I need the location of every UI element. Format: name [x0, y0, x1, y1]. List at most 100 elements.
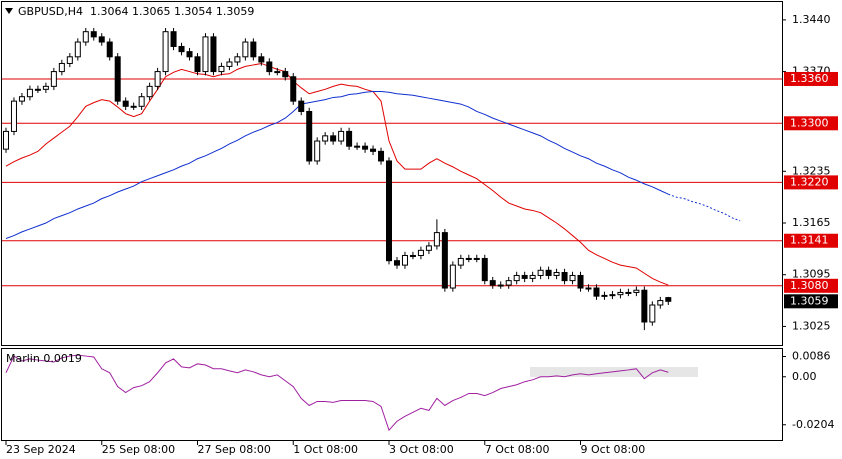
symbol-header: GBPUSD,H4 1.3064 1.3065 1.3054 1.3059 — [18, 5, 254, 18]
x-tick-label: 7 Oct 08:00 — [485, 443, 550, 456]
candle-body — [58, 62, 65, 73]
candle-body — [218, 65, 225, 73]
candle-body — [513, 274, 520, 282]
candle-body — [34, 88, 41, 91]
candle-body — [465, 257, 472, 260]
candle-body — [401, 255, 408, 266]
level-label: 1.3360 — [790, 72, 829, 85]
indicator-pane-border — [1, 348, 783, 441]
candle-body — [186, 51, 193, 58]
candle-body — [378, 150, 385, 162]
main-pane-border — [1, 1, 783, 346]
indicator-title: Marlin 0.0019 — [6, 352, 82, 365]
candle-body — [601, 294, 608, 297]
y-tick-label: 1.3235 — [792, 164, 831, 177]
candle-body — [66, 56, 73, 64]
x-tick-label: 1 Oct 08:00 — [293, 443, 358, 456]
candle-body — [569, 274, 576, 282]
indicator-line — [5, 354, 669, 432]
candle-body — [26, 88, 33, 98]
level-label: 1.3300 — [790, 116, 829, 129]
level-label-box — [784, 175, 838, 190]
candle-body — [449, 264, 456, 289]
y-tick-label: 1.3025 — [792, 319, 831, 332]
candle-body — [505, 280, 512, 286]
candle-body — [521, 274, 528, 279]
candle-body — [306, 110, 313, 162]
candle-body — [577, 274, 584, 289]
candle-body — [266, 61, 273, 73]
candle-body — [593, 287, 600, 297]
y-tick-label: 0.00 — [792, 370, 817, 383]
candle-body — [617, 291, 624, 296]
candle-body — [298, 100, 305, 112]
y-tick-label: -0.0204 — [792, 418, 834, 431]
candle-body — [537, 269, 544, 276]
candle-body — [130, 105, 137, 108]
candle-body — [42, 85, 49, 90]
candle-body — [178, 45, 185, 53]
candle-body — [210, 36, 217, 73]
last-price-box — [784, 294, 838, 309]
candle-body — [370, 148, 377, 152]
candle-body — [346, 130, 353, 147]
candle-body — [386, 160, 393, 262]
candle-body — [2, 130, 9, 150]
x-tick-label: 25 Sep 08:00 — [102, 443, 175, 456]
x-tick-label: 9 Oct 08:00 — [581, 443, 646, 456]
level-label: 1.3220 — [790, 175, 829, 188]
candle-body — [393, 260, 400, 266]
candle-body — [234, 56, 241, 63]
candle-body — [457, 257, 464, 266]
last-price-label: 1.3059 — [790, 294, 829, 307]
candle-body — [561, 272, 568, 282]
candle-body — [146, 85, 153, 98]
candle-body — [202, 36, 209, 73]
candle-body — [258, 56, 265, 63]
candle-body — [497, 284, 504, 287]
x-tick-label: 3 Oct 08:00 — [389, 443, 454, 456]
y-tick-label: 0.0086 — [792, 350, 831, 363]
candle-body — [641, 289, 648, 323]
candle-body — [665, 297, 672, 302]
candle-body — [657, 300, 664, 306]
candle-body — [250, 41, 257, 58]
candle-body — [82, 31, 89, 43]
candle-body — [489, 280, 496, 286]
candle-body — [290, 76, 297, 102]
candle-body — [553, 272, 560, 276]
candle-body — [10, 100, 17, 132]
candle-body — [609, 294, 616, 297]
candle-body — [50, 71, 57, 87]
level-label-box — [784, 71, 838, 86]
candle-body — [154, 71, 161, 87]
moving-average-projection — [668, 193, 741, 222]
y-tick-label: 1.3440 — [792, 13, 831, 26]
menu-triangle[interactable] — [5, 8, 13, 14]
candle-body — [170, 31, 177, 47]
candle-body — [409, 255, 416, 258]
candle-body — [649, 304, 656, 323]
candle-body — [481, 257, 488, 282]
candle-body — [322, 135, 329, 142]
candle-body — [633, 289, 640, 293]
moving-average — [5, 91, 669, 239]
candle-body — [545, 269, 552, 276]
candle-body — [162, 31, 169, 73]
level-label: 1.3080 — [790, 279, 829, 292]
x-tick-label: 23 Sep 2024 — [6, 443, 76, 456]
y-tick-label: 1.3095 — [792, 268, 831, 281]
level-label: 1.3141 — [790, 234, 829, 247]
candle-body — [114, 56, 121, 102]
candle-body — [122, 100, 129, 107]
level-label-box — [784, 278, 838, 293]
candle-body — [106, 41, 113, 58]
candle-body — [362, 145, 369, 150]
y-tick-label: 1.3165 — [792, 216, 831, 229]
candle-body — [625, 291, 632, 294]
candle-body — [138, 96, 145, 107]
candle-body — [74, 41, 81, 58]
